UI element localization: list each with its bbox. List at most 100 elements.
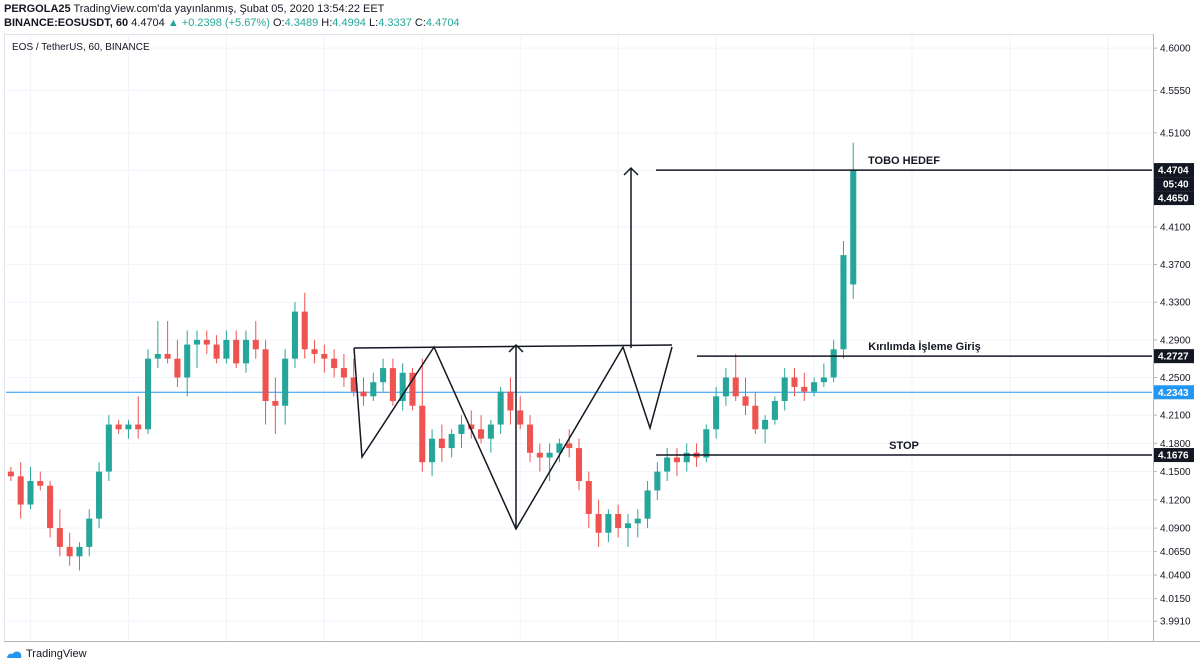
candle[interactable] — [850, 142, 857, 299]
candle[interactable] — [605, 509, 612, 543]
candle[interactable] — [781, 368, 788, 411]
candle[interactable] — [536, 443, 543, 472]
candle[interactable] — [96, 462, 103, 529]
candle[interactable] — [144, 349, 152, 434]
candle[interactable] — [105, 415, 112, 482]
publisher-name[interactable]: PERGOLA25 — [4, 3, 71, 15]
candle[interactable] — [203, 330, 210, 354]
candle[interactable] — [340, 353, 347, 387]
tradingview-logo-icon[interactable] — [6, 649, 22, 659]
candle[interactable] — [360, 377, 367, 406]
candle[interactable] — [184, 330, 191, 397]
price-axis[interactable]: 4.60004.55504.51004.47004.41004.37004.33… — [1153, 44, 1191, 628]
pattern-drawings[interactable] — [353, 166, 673, 531]
candle[interactable] — [370, 372, 377, 402]
candle[interactable] — [673, 448, 680, 477]
candle[interactable] — [291, 302, 298, 369]
candle[interactable] — [517, 396, 524, 430]
candle[interactable] — [154, 321, 161, 369]
candle[interactable] — [811, 377, 818, 397]
candle[interactable] — [47, 481, 54, 538]
candle[interactable] — [37, 471, 44, 491]
candle[interactable] — [331, 349, 338, 378]
candle[interactable] — [76, 542, 83, 571]
candle[interactable] — [399, 363, 406, 411]
candle[interactable] — [429, 429, 436, 477]
candle[interactable] — [66, 532, 73, 566]
candle[interactable] — [762, 415, 769, 444]
candle[interactable] — [644, 481, 651, 529]
price-chart[interactable]: EOS / TetherUS, 60, BINANCE TOBO HEDEF Kı… — [0, 34, 1200, 663]
candle[interactable] — [213, 335, 220, 364]
candle[interactable] — [566, 429, 573, 458]
candle[interactable] — [125, 419, 132, 439]
candle[interactable] — [409, 368, 416, 411]
chart-frame[interactable]: EOS / TetherUS, 60, BINANCE TOBO HEDEF Kı… — [0, 34, 1200, 663]
candle[interactable] — [840, 241, 847, 359]
candle[interactable] — [732, 353, 739, 402]
candles[interactable] — [7, 142, 857, 571]
candle[interactable] — [458, 415, 465, 449]
candle[interactable] — [380, 358, 387, 392]
candle[interactable] — [135, 396, 142, 439]
candle[interactable] — [56, 509, 63, 557]
candle[interactable] — [556, 438, 563, 463]
candle[interactable] — [595, 499, 602, 547]
candle[interactable] — [820, 363, 827, 387]
candle[interactable] — [7, 466, 14, 482]
candle[interactable] — [86, 509, 93, 557]
candle[interactable] — [468, 410, 475, 439]
candle[interactable] — [801, 372, 808, 402]
candle[interactable] — [174, 339, 181, 387]
candle[interactable] — [722, 368, 729, 406]
candle[interactable] — [282, 349, 289, 425]
candle[interactable] — [752, 391, 759, 434]
candle[interactable] — [713, 386, 720, 439]
candle[interactable] — [438, 424, 445, 463]
candle[interactable] — [742, 377, 749, 416]
candle[interactable] — [575, 438, 583, 491]
symbol-label: BINANCE:EOSUSDT, 60 — [4, 17, 129, 29]
neckline[interactable] — [353, 344, 673, 349]
brand-name[interactable]: TradingView — [26, 648, 87, 660]
candle[interactable] — [223, 330, 230, 364]
candle[interactable] — [654, 462, 661, 500]
candle[interactable] — [272, 377, 279, 434]
candle[interactable] — [419, 358, 426, 472]
candle-body — [193, 339, 201, 345]
candle[interactable] — [321, 344, 328, 373]
candle[interactable] — [389, 358, 396, 406]
candle[interactable] — [771, 396, 778, 425]
candle[interactable] — [664, 448, 671, 482]
candle[interactable] — [615, 504, 622, 538]
candle[interactable] — [233, 330, 240, 369]
candle[interactable] — [252, 321, 259, 359]
candle[interactable] — [193, 330, 201, 369]
candle[interactable] — [487, 419, 494, 453]
candle[interactable] — [634, 509, 641, 538]
candle[interactable] — [546, 443, 553, 482]
candle[interactable] — [242, 330, 250, 373]
candle[interactable] — [683, 443, 690, 472]
candle[interactable] — [350, 358, 357, 397]
candle[interactable] — [27, 466, 34, 510]
candle[interactable] — [585, 471, 592, 529]
candle[interactable] — [17, 462, 24, 519]
y-tick-label: 4.1800 — [1160, 439, 1191, 450]
candle[interactable] — [507, 377, 514, 425]
annotations[interactable]: TOBO HEDEF Kırılımda İşleme Giriş STOP — [656, 155, 1152, 456]
candle[interactable] — [497, 386, 504, 434]
candle[interactable] — [624, 513, 632, 547]
candle[interactable] — [448, 429, 455, 458]
candle[interactable] — [830, 339, 837, 383]
candle[interactable] — [115, 419, 122, 434]
candle[interactable] — [703, 424, 710, 463]
candle[interactable] — [262, 339, 269, 425]
candle[interactable] — [164, 321, 171, 364]
candle[interactable] — [301, 292, 308, 359]
candle[interactable] — [791, 368, 798, 397]
candle[interactable] — [311, 339, 318, 364]
candle-body — [86, 518, 93, 547]
candle[interactable] — [526, 415, 534, 463]
candle[interactable] — [478, 415, 485, 444]
